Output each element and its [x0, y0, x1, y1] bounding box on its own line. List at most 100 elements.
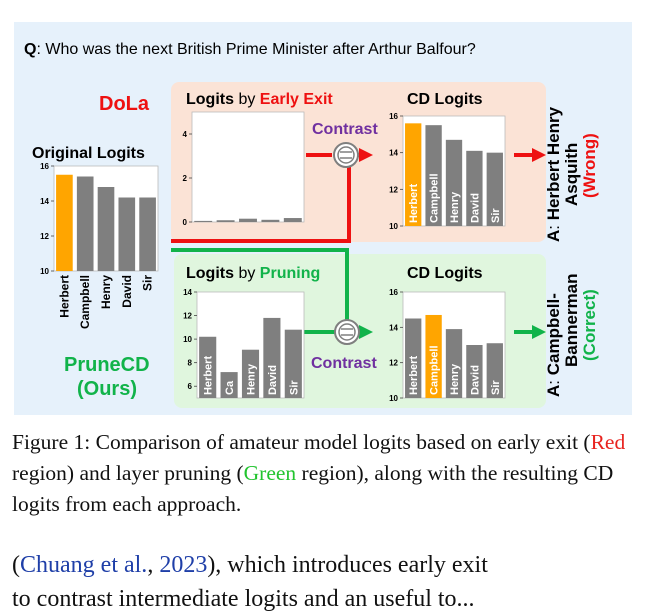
y-tick-label: 12	[183, 312, 192, 321]
category-label: David	[120, 275, 134, 308]
bar-sir	[139, 197, 156, 271]
svg-text:(Correct): (Correct)	[580, 289, 599, 361]
category-label: Sir	[490, 208, 502, 223]
chart-early-exit-logits: 0 2 4	[183, 111, 305, 227]
y-tick-label: 0	[183, 218, 188, 227]
chart-pruning-logits: 6 8 10 12 14 Herbert Ca Henry David Sir	[183, 288, 305, 399]
bar-david	[261, 219, 280, 222]
y-tick-label: 6	[188, 382, 193, 391]
category-label: Henry	[449, 191, 461, 223]
category-label: Herbert	[408, 184, 420, 223]
chart-original-logits: 10 12 14 16 Herbert Campbell Henry David Sir	[40, 162, 159, 329]
category-label: Campbell	[429, 345, 441, 395]
bar-david	[466, 150, 483, 226]
prunecd-label: PruneCD	[64, 354, 150, 376]
citation-year[interactable]: 2023	[159, 552, 208, 578]
category-label: Campbell	[78, 275, 92, 329]
category-label: David	[469, 193, 481, 223]
y-tick-label: 12	[389, 359, 398, 368]
category-label: Campbell	[429, 173, 441, 223]
bar-herbert	[199, 336, 217, 398]
bar-sir	[486, 343, 503, 398]
bar-henry	[445, 329, 463, 398]
y-tick-label: 16	[40, 162, 49, 171]
dola-label: DoLa	[99, 93, 150, 115]
bar-david	[118, 197, 136, 271]
chart-cd-logits-bottom: 10 12 14 16 Herbert Campbell Henry David Sir	[389, 288, 506, 403]
bar-henry	[97, 187, 115, 271]
y-tick-label: 10	[183, 335, 192, 344]
arrow-to-cd-top-icon	[359, 148, 373, 162]
pruning-flow-line	[171, 248, 349, 332]
y-tick-label: 12	[389, 185, 398, 194]
chart-title-original: Original Logits	[32, 145, 145, 162]
category-label: Henry	[246, 363, 258, 395]
bar-sir	[284, 329, 302, 398]
contrast-label-top: Contrast	[312, 121, 378, 138]
plot-area	[191, 111, 305, 223]
bar-david	[263, 317, 281, 398]
chart-title-cd-top: CD Logits	[407, 91, 483, 108]
chart-title-cd-bottom: CD Logits	[407, 265, 483, 282]
bar-campbell	[425, 314, 442, 398]
contrast-minus-icon-bottom	[334, 319, 360, 345]
bar-campbell	[425, 125, 442, 226]
y-tick-label: 14	[389, 323, 398, 332]
arrow-to-answer-top-icon	[532, 148, 546, 162]
chart-cd-logits-top: 10 12 14 16 Herbert Campbell Henry David Sir	[389, 112, 506, 231]
chart-title-pruning: Logits by Pruning	[186, 265, 320, 282]
contrast-minus-icon-top	[333, 142, 359, 168]
category-label: David	[469, 365, 481, 395]
arrow-to-answer-bottom-icon	[532, 325, 546, 339]
bar-herbert	[405, 318, 422, 398]
bar-sir	[283, 218, 302, 222]
bar-campbell	[216, 220, 235, 222]
bar-sir	[486, 152, 503, 226]
category-label: Sir	[141, 275, 155, 291]
svg-text:A: Campbell-: A: Campbell-	[544, 293, 563, 397]
y-tick-label: 10	[389, 222, 398, 231]
bar-herbert	[56, 174, 73, 271]
bar-david	[466, 345, 483, 398]
chart-title-early-exit: Logits by Early Exit	[186, 91, 333, 108]
body-text: (Chuang et al., 2023), which introduces …	[12, 552, 488, 612]
bar-ca	[220, 372, 238, 398]
category-label: Sir	[288, 380, 300, 395]
svg-text:A: Herbert Henry: A: Herbert Henry	[544, 106, 563, 242]
bar-henry	[241, 349, 260, 398]
y-tick-label: 10	[40, 267, 49, 276]
y-tick-label: 16	[389, 112, 398, 121]
figure-canvas: Q: Who was the next British Prime Minist…	[24, 41, 599, 408]
bar-herbert	[194, 220, 213, 222]
category-label: Herbert	[408, 356, 420, 395]
y-tick-label: 8	[188, 359, 193, 368]
y-tick-label: 14	[183, 288, 192, 297]
svg-text:Bannerman: Bannerman	[562, 273, 581, 367]
figure-1: Q: Who was the next British Prime Minist…	[14, 22, 632, 415]
svg-text:(Wrong): (Wrong)	[580, 133, 599, 198]
ours-label: (Ours)	[77, 378, 137, 400]
y-tick-label: 2	[183, 174, 188, 183]
bar-henry	[239, 218, 257, 222]
answer-top: A: Herbert Henry Asquith (Wrong)	[544, 106, 599, 242]
arrow-to-cd-bottom-icon	[359, 325, 373, 339]
y-tick-label: 14	[389, 149, 398, 158]
category-label: Sir	[490, 380, 502, 395]
y-tick-label: 16	[389, 288, 398, 297]
bar-campbell	[76, 176, 94, 271]
citation-author[interactable]: Chuang et al.	[20, 552, 148, 578]
category-label: Henry	[449, 363, 461, 395]
bar-herbert	[405, 123, 422, 226]
question: Q: Who was the next British Prime Minist…	[24, 41, 476, 58]
category-label: Ca	[224, 380, 236, 395]
y-tick-label: 14	[40, 197, 49, 206]
y-tick-label: 4	[183, 130, 188, 139]
contrast-label-bottom: Contrast	[311, 355, 377, 372]
bar-henry	[445, 139, 463, 226]
category-label: Herbert	[57, 275, 71, 318]
category-label: Henry	[99, 275, 113, 309]
y-tick-label: 12	[40, 232, 49, 241]
answer-bottom: A: Campbell- Bannerman (Correct)	[544, 273, 599, 397]
figure-caption: Figure 1: Comparison of amateur model lo…	[12, 430, 626, 516]
category-label: David	[267, 365, 279, 395]
